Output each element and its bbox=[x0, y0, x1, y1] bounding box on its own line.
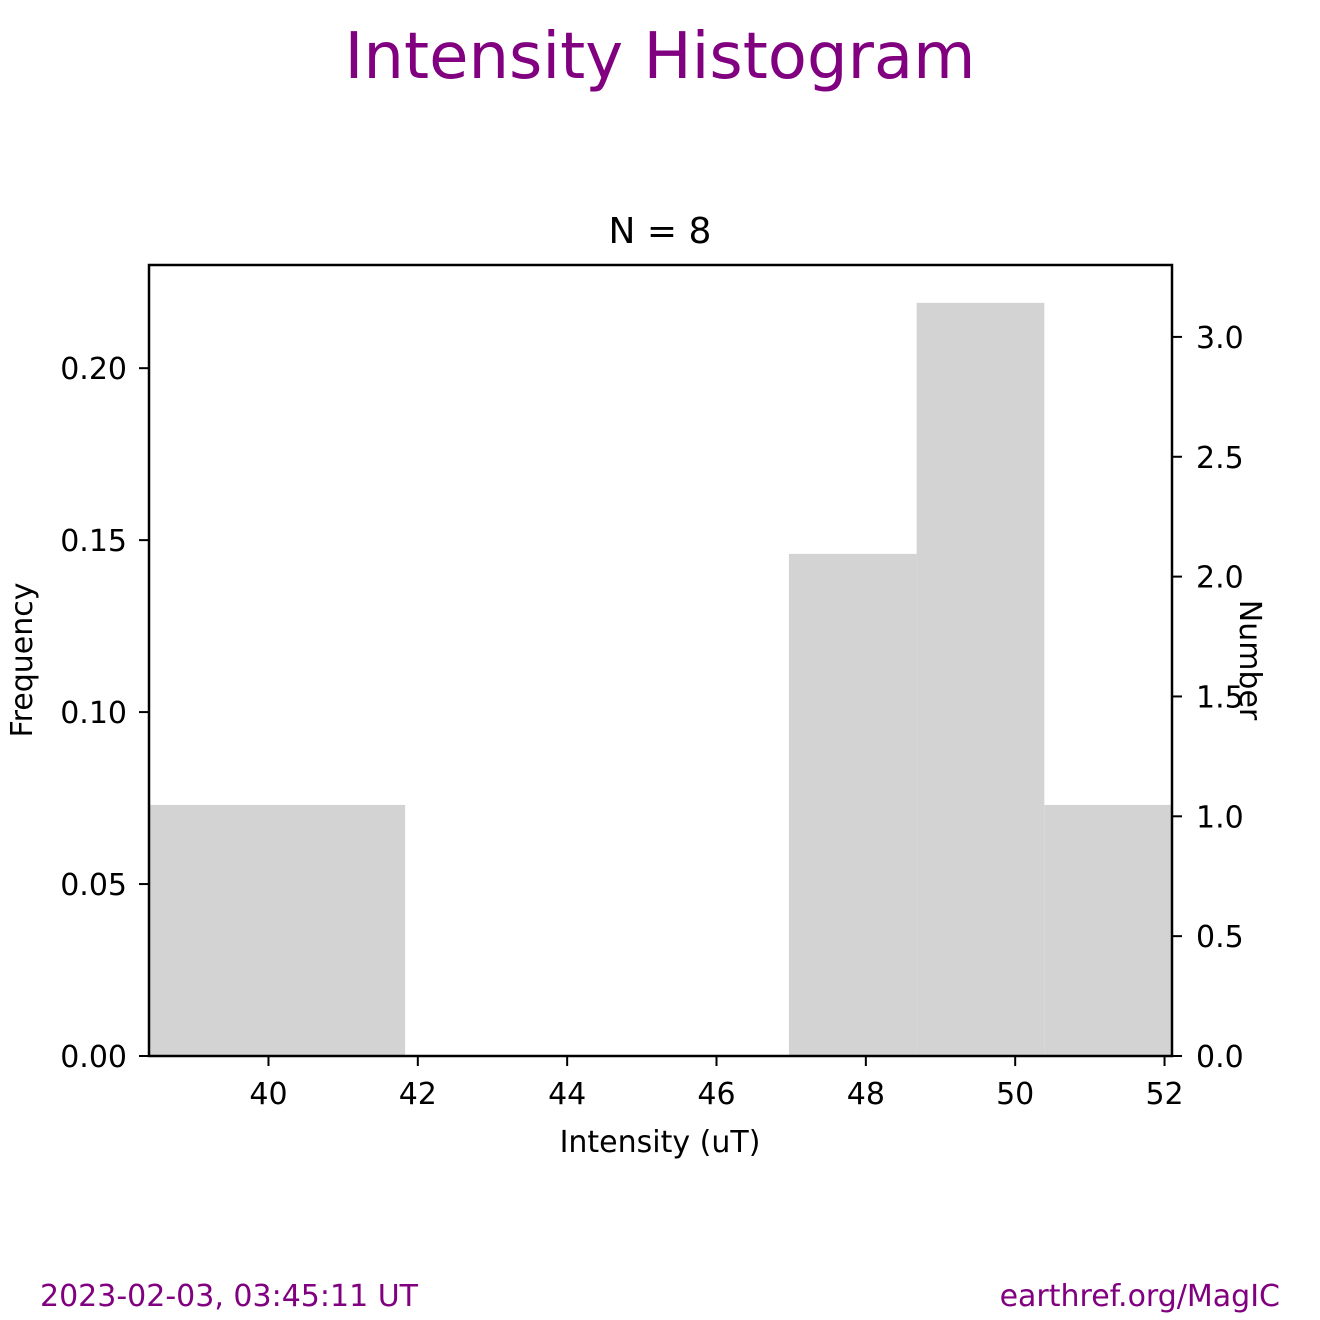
y2-tick-label: 3.0 bbox=[1196, 321, 1244, 356]
y2-tick-label: 0.5 bbox=[1196, 920, 1244, 955]
histogram-bar-0 bbox=[149, 804, 406, 1056]
plot-frame bbox=[147, 263, 1174, 1058]
y2-tick-label: 0.0 bbox=[1196, 1040, 1244, 1075]
x-tick-label: 44 bbox=[548, 1077, 586, 1112]
y2-tick-label: 2.0 bbox=[1196, 561, 1244, 596]
y2-tick-label: 1.0 bbox=[1196, 800, 1244, 835]
page-title: Intensity Histogram bbox=[345, 20, 976, 94]
x-axis-label: Intensity (uT) bbox=[560, 1125, 761, 1160]
y-axis-ticks: 0.00 0.05 0.10 0.15 0.20 bbox=[60, 352, 149, 1075]
x-axis-ticks: 40 42 44 46 48 50 52 bbox=[249, 1056, 1184, 1112]
y-tick-label: 0.10 bbox=[60, 696, 127, 731]
y-tick-label: 0.20 bbox=[60, 352, 127, 387]
credit-label: earthref.org/MagIC bbox=[1000, 1279, 1280, 1314]
x-tick-label: 50 bbox=[996, 1077, 1034, 1112]
y2-tick-label: 2.5 bbox=[1196, 441, 1244, 476]
x-tick-label: 46 bbox=[697, 1077, 735, 1112]
histogram-bar-3 bbox=[788, 553, 917, 1056]
y-tick-label: 0.05 bbox=[60, 868, 127, 903]
bars-group bbox=[149, 302, 1172, 1056]
y-tick-label: 0.00 bbox=[60, 1040, 127, 1075]
y2-axis-ticks: 0.0 0.5 1.0 1.5 2.0 2.5 3.0 bbox=[1172, 321, 1244, 1075]
y-tick-label: 0.15 bbox=[60, 524, 127, 559]
chart-subtitle: N = 8 bbox=[609, 211, 712, 252]
x-tick-label: 48 bbox=[847, 1077, 885, 1112]
x-tick-label: 52 bbox=[1145, 1077, 1183, 1112]
y2-axis-label: Number bbox=[1232, 600, 1267, 721]
histogram-bar-4 bbox=[916, 302, 1045, 1056]
y-axis-label: Frequency bbox=[5, 583, 40, 738]
timestamp-label: 2023-02-03, 03:45:11 UT bbox=[40, 1279, 419, 1314]
y2-tick-label: 1.5 bbox=[1196, 680, 1244, 715]
x-tick-label: 40 bbox=[249, 1077, 287, 1112]
x-tick-label: 42 bbox=[399, 1077, 437, 1112]
histogram-bar-5 bbox=[1044, 804, 1172, 1056]
